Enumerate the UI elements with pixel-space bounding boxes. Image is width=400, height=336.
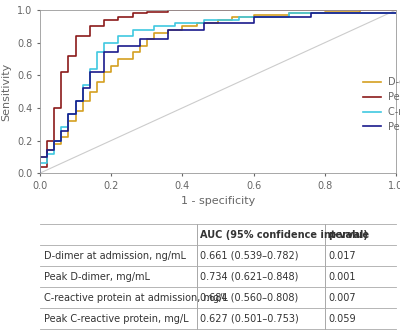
Text: 0.734 (0.621–0.848): 0.734 (0.621–0.848) — [200, 272, 298, 282]
Text: 0.684 (0.560–0.808): 0.684 (0.560–0.808) — [200, 293, 298, 303]
Text: 0.627 (0.501–0.753): 0.627 (0.501–0.753) — [200, 314, 299, 324]
Text: 0.001: 0.001 — [328, 272, 356, 282]
Text: 0.059: 0.059 — [328, 314, 356, 324]
Text: C-reactive protein at admission, mg/L: C-reactive protein at admission, mg/L — [44, 293, 228, 303]
Text: D-dimer at admission, ng/mL: D-dimer at admission, ng/mL — [44, 251, 186, 261]
Legend: D-dimer at admission, ng/mL, Peak D-dimer, ng/mL, C-reactive protein at admissio: D-dimer at admission, ng/mL, Peak D-dime… — [359, 73, 400, 136]
X-axis label: 1 - specificity: 1 - specificity — [181, 196, 255, 206]
Text: p-value: p-value — [328, 229, 370, 240]
Text: Peak C-reactive protein, mg/L: Peak C-reactive protein, mg/L — [44, 314, 188, 324]
Text: 0.661 (0.539–0.782): 0.661 (0.539–0.782) — [200, 251, 299, 261]
Y-axis label: Sensitivity: Sensitivity — [2, 62, 12, 121]
Text: AUC (95% confidence interval): AUC (95% confidence interval) — [200, 229, 368, 240]
Text: 0.007: 0.007 — [328, 293, 356, 303]
Text: Peak D-dimer, mg/mL: Peak D-dimer, mg/mL — [44, 272, 150, 282]
Text: 0.017: 0.017 — [328, 251, 356, 261]
